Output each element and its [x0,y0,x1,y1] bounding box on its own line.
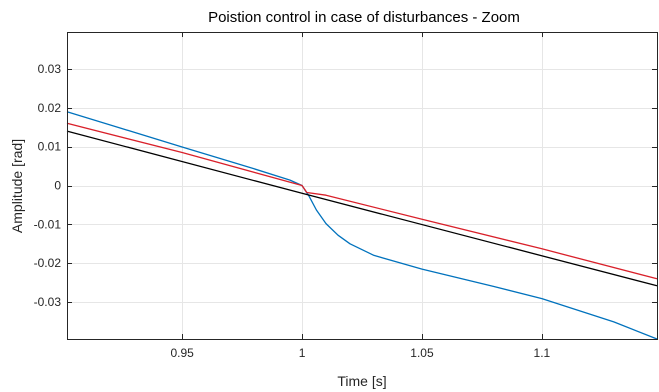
x-ticks: 0.95 1 1.05 1.1 [170,32,551,360]
chart-title: Poistion control in case of disturbances… [208,9,520,26]
series-line-black [66,130,658,287]
series-line-blue [66,111,658,340]
x-tick-label: 1.05 [410,346,434,360]
y-tick-label: -0.01 [34,217,62,231]
grid [67,32,657,339]
x-tick-label: 0.95 [170,346,194,360]
y-tick-label: 0 [54,179,61,193]
series-line-red [66,122,658,280]
y-ticks: 0.03 0.02 0.01 0 -0.01 -0.02 -0.03 [34,62,657,309]
y-tick-label: 0.03 [38,62,62,76]
plot-lines [66,111,658,340]
x-axis-label: Time [s] [337,373,386,389]
y-tick-label: -0.02 [34,256,62,270]
x-tick-label: 1.1 [534,346,551,360]
y-tick-label: 0.02 [38,101,62,115]
y-tick-label: -0.03 [34,295,62,309]
y-axis-label: Amplitude [rad] [9,139,25,233]
x-tick-label: 1 [299,346,306,360]
y-tick-label: 0.01 [38,140,62,154]
